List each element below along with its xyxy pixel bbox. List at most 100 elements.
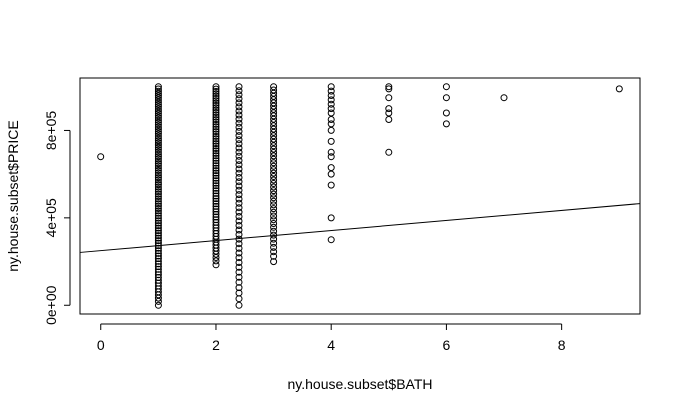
data-point [270, 86, 278, 94]
data-point [235, 169, 243, 177]
data-point [327, 120, 335, 128]
y-tick-label: 0e+00 [43, 285, 59, 325]
data-point [212, 172, 220, 180]
x-tick-label: 4 [327, 337, 335, 353]
data-point [235, 254, 243, 262]
data-point [327, 87, 335, 95]
data-point [212, 113, 220, 121]
data-point [212, 179, 220, 187]
data-point [154, 150, 162, 158]
data-point [270, 145, 278, 153]
data-point [212, 99, 220, 107]
data-point [270, 220, 278, 227]
data-point [235, 103, 243, 111]
data-point [270, 173, 278, 180]
data-point [327, 153, 335, 161]
data-point [327, 164, 335, 172]
data-point [270, 155, 278, 163]
data-point [212, 135, 220, 143]
data-point [97, 153, 105, 161]
data-point [327, 100, 335, 108]
data-point [154, 148, 162, 156]
data-point [235, 127, 243, 135]
data-point [235, 91, 243, 99]
data-point [212, 202, 220, 210]
data-point [212, 167, 220, 175]
data-point [154, 87, 162, 95]
data-point [154, 157, 162, 165]
data-point [212, 261, 220, 269]
data-point [154, 118, 162, 126]
data-point [154, 229, 162, 237]
data-point [212, 130, 220, 138]
data-point [385, 105, 393, 113]
data-point [235, 240, 243, 248]
y-axis: 0e+00 4e+05 8e+05 [43, 111, 71, 325]
data-point [327, 170, 335, 178]
data-point [154, 255, 162, 263]
data-point [154, 153, 162, 161]
data-point [154, 207, 162, 215]
data-point [270, 159, 278, 167]
data-point [327, 137, 335, 145]
data-point [270, 190, 278, 198]
data-point [235, 157, 243, 164]
data-point [154, 195, 162, 203]
data-point [154, 263, 162, 271]
data-point [270, 258, 278, 266]
data-point [270, 243, 278, 251]
data-point [385, 94, 393, 102]
data-point [327, 96, 335, 104]
data-point [385, 85, 393, 93]
data-point [270, 149, 278, 156]
data-point [212, 257, 220, 265]
data-point [154, 257, 162, 265]
data-point [235, 213, 243, 220]
data-point [270, 205, 278, 213]
data-point [270, 239, 278, 247]
data-point [154, 160, 162, 168]
data-point [235, 204, 243, 212]
data-point [270, 227, 278, 235]
data-point [212, 97, 220, 105]
data-point [154, 89, 162, 97]
data-point [235, 231, 243, 238]
data-point [270, 212, 278, 220]
data-point [235, 208, 243, 216]
data-point [154, 232, 162, 240]
data-point [154, 134, 162, 142]
data-point [235, 263, 243, 271]
data-point [212, 200, 220, 208]
data-point [212, 106, 220, 114]
data-point [154, 164, 162, 172]
data-point [270, 152, 278, 160]
data-point [154, 183, 162, 191]
data-point [235, 87, 243, 95]
data-point [270, 180, 278, 187]
data-point [235, 111, 243, 119]
data-point [154, 130, 162, 138]
data-point [235, 107, 243, 115]
data-point [154, 128, 162, 135]
data-point [212, 120, 220, 128]
data-point [235, 148, 243, 156]
data-point [270, 142, 278, 150]
plot-frame [79, 77, 641, 315]
data-point [212, 142, 220, 150]
points-layer [97, 83, 623, 309]
data-point [212, 159, 220, 167]
data-point [235, 95, 243, 103]
data-point [154, 212, 162, 220]
regression-line [79, 203, 641, 253]
data-point [235, 83, 243, 91]
x-tick-label: 0 [97, 337, 105, 353]
data-point [154, 143, 162, 151]
data-point [154, 249, 162, 257]
data-point [235, 186, 243, 194]
data-point [154, 92, 162, 100]
data-point [212, 111, 220, 119]
data-point [235, 268, 243, 276]
data-point [270, 166, 278, 174]
y-axis-label: ny.house.subset$PRICE [5, 120, 21, 272]
data-point [212, 118, 220, 126]
